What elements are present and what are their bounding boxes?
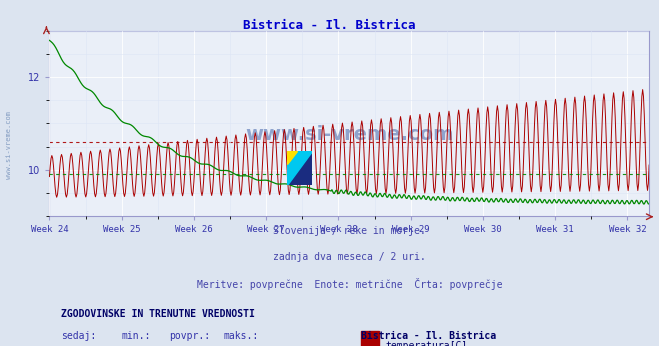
Text: min.:: min.: <box>121 331 151 340</box>
Text: temperatura[C]: temperatura[C] <box>386 341 467 346</box>
Text: ZGODOVINSKE IN TRENUTNE VREDNOSTI: ZGODOVINSKE IN TRENUTNE VREDNOSTI <box>61 309 255 319</box>
Bar <box>287 151 299 185</box>
Polygon shape <box>287 151 312 185</box>
FancyBboxPatch shape <box>361 331 380 346</box>
Polygon shape <box>287 151 312 185</box>
Text: Bistrica - Il. Bistrica: Bistrica - Il. Bistrica <box>243 19 416 32</box>
Polygon shape <box>287 151 297 164</box>
Text: Meritve: povprečne  Enote: metrične  Črta: povprečje: Meritve: povprečne Enote: metrične Črta:… <box>196 278 502 290</box>
Text: Bistrica - Il. Bistrica: Bistrica - Il. Bistrica <box>361 331 496 340</box>
Text: povpr.:: povpr.: <box>169 331 210 340</box>
Text: sedaj:: sedaj: <box>61 331 97 340</box>
Text: www.si-vreme.com: www.si-vreme.com <box>5 111 12 179</box>
Text: Slovenija / reke in morje.: Slovenija / reke in morje. <box>273 226 426 236</box>
Text: zadnja dva meseca / 2 uri.: zadnja dva meseca / 2 uri. <box>273 252 426 262</box>
Text: maks.:: maks.: <box>223 331 258 340</box>
Text: www.si-vreme.com: www.si-vreme.com <box>245 125 453 144</box>
Bar <box>299 151 312 185</box>
